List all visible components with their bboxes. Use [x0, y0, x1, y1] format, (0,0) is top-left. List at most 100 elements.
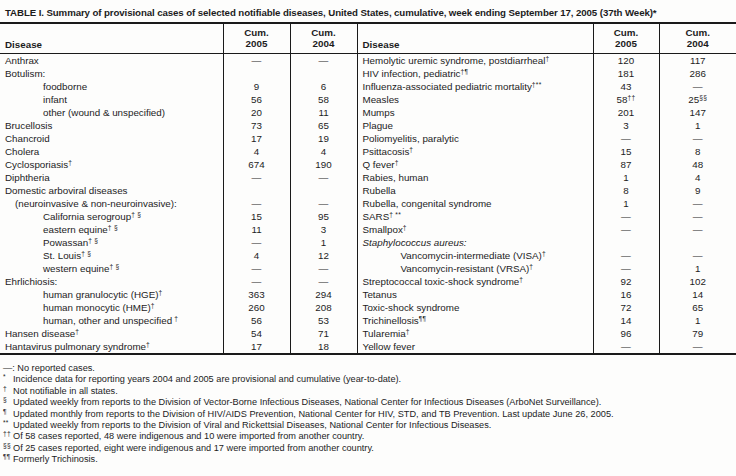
- cum-2005-value: —: [223, 262, 290, 275]
- disease-name-cell: Poliomyelitis, paralytic: [357, 132, 593, 145]
- cum-2005-value: 92: [593, 275, 659, 288]
- cum-2004-value: 1: [659, 119, 736, 132]
- cum-2004-value: —: [659, 223, 736, 236]
- cum-2005-value: 14: [593, 314, 659, 327]
- cum-2005-value: 43: [593, 80, 659, 93]
- cum-2004-value: 4: [290, 145, 357, 158]
- cum-2004-value: 8: [659, 145, 736, 158]
- cum-2005-value: 8: [593, 184, 659, 197]
- cum-2005-value: 120: [593, 54, 659, 68]
- cum-2005-value: 1: [593, 197, 659, 210]
- cum-2005-value: —: [593, 132, 659, 145]
- disease-name-cell: HIV infection, pediatric†¶: [357, 67, 593, 80]
- disease-name-cell: Trichinellosis¶¶: [357, 314, 593, 327]
- cum-2005-value: 181: [593, 67, 659, 80]
- disease-name-cell: Toxic-shock syndrome: [357, 301, 593, 314]
- footnote-text: Of 25 cases reported, eight were indigen…: [13, 443, 374, 453]
- cum-2005-value: 260: [223, 301, 290, 314]
- cum-2005-value: 11: [223, 223, 290, 236]
- disease-name-cell: western equine† §: [0, 262, 223, 275]
- table-row: Ehrlichiosis:——Streptococcal toxic-shock…: [0, 275, 736, 288]
- cum-2005-value: 1: [593, 171, 659, 184]
- cum-2004-value: —: [659, 340, 736, 354]
- cum-2004-value: 25§§: [659, 93, 736, 106]
- cum-2004-value: —: [290, 275, 357, 288]
- footnote-text: Of 58 cases reported, 48 were indigenous…: [13, 431, 364, 441]
- disease-name-cell: Ehrlichiosis:: [0, 275, 223, 288]
- notifiable-diseases-table: Disease Cum. 2005 Cum. 2004 Disease Cum.…: [0, 22, 736, 355]
- footnote: *Incidence data for reporting years 2004…: [3, 374, 736, 385]
- cum-2005-value: 96: [593, 327, 659, 340]
- disease-name-cell: foodborne: [0, 80, 223, 93]
- disease-name-cell: Brucellosis: [0, 119, 223, 132]
- cum-2005-value: 201: [593, 106, 659, 119]
- footnote-text: Formerly Trichinosis.: [13, 454, 98, 464]
- table-row: Diphtheria——Rabies, human14: [0, 171, 736, 184]
- footnote: §Updated weekly from reports to the Divi…: [3, 397, 736, 408]
- document-page: TABLE I. Summary of provisional cases of…: [0, 0, 736, 466]
- column-header-cum-2004-left: Cum. 2004: [290, 23, 357, 54]
- cum-2004-value: 4: [659, 171, 736, 184]
- cum-2005-value: 17: [223, 132, 290, 145]
- disease-name-cell: California serogroup† §: [0, 210, 223, 223]
- disease-name-cell: Yellow fever: [357, 340, 593, 354]
- cum-2005-value: [593, 236, 659, 249]
- cum-label: Cum.: [224, 27, 290, 38]
- cum-2004-value: —: [659, 80, 736, 93]
- cum-2004-value: 190: [290, 158, 357, 171]
- cum-2005-value: 17: [223, 340, 290, 354]
- disease-name-cell: Vancomycin-resistant (VRSA)†: [357, 262, 593, 275]
- disease-name-cell: human granulocytic (HGE)†: [0, 288, 223, 301]
- table-row: Hantavirus pulmonary syndrome†1718Yellow…: [0, 340, 736, 354]
- cum-2005-value: 54: [223, 327, 290, 340]
- cum-2004-value: [659, 236, 736, 249]
- table-row: Domestic arboviral diseasesRubella89: [0, 184, 736, 197]
- cum-2005-value: 674: [223, 158, 290, 171]
- footnote: §§Of 25 cases reported, eight were indig…: [3, 443, 736, 454]
- cum-2004-value: 53: [290, 314, 357, 327]
- table-row: human monocytic (HME)†260208Toxic-shock …: [0, 301, 736, 314]
- cum-2004-value: 71: [290, 327, 357, 340]
- cum-2005-value: —: [223, 275, 290, 288]
- cum-2005-value: —: [593, 223, 659, 236]
- cum-2005-value: 16: [593, 288, 659, 301]
- cum-2004-value: —: [659, 210, 736, 223]
- cum-2004-value: —: [659, 197, 736, 210]
- year-label: 2005: [594, 38, 659, 49]
- cum-2004-value: 286: [659, 67, 736, 80]
- table-row: western equine† §——Vancomycin-resistant …: [0, 262, 736, 275]
- footnote-text: Incidence data for reporting years 2004 …: [13, 374, 401, 384]
- footnote-text: No reported cases.: [15, 363, 95, 373]
- disease-name-cell: human monocytic (HME)†: [0, 301, 223, 314]
- disease-name-cell: Hansen disease†: [0, 327, 223, 340]
- table-row: Chancroid1719Poliomyelitis, paralytic——: [0, 132, 736, 145]
- disease-name-cell: Diphtheria: [0, 171, 223, 184]
- cum-2004-value: 1: [659, 262, 736, 275]
- table-row: foodborne96Influenza-associated pediatri…: [0, 80, 736, 93]
- column-header-cum-2005-right: Cum. 2005: [593, 23, 659, 54]
- disease-name-cell: Vancomycin-intermediate (VISA)†: [357, 249, 593, 262]
- disease-name-cell: Streptococcal toxic-shock syndrome†: [357, 275, 593, 288]
- footnote: ††Of 58 cases reported, 48 were indigeno…: [3, 431, 736, 442]
- cum-2005-value: —: [223, 236, 290, 249]
- cum-2004-value: 1: [659, 314, 736, 327]
- disease-name-cell: Anthrax: [0, 54, 223, 68]
- table-row: Anthrax——Hemolytic uremic syndrome, post…: [0, 54, 736, 68]
- footnotes: —: No reported cases.*Incidence data for…: [0, 355, 736, 466]
- cum-2004-value: 95: [290, 210, 357, 223]
- cum-2005-value: 73: [223, 119, 290, 132]
- disease-name-cell: (neuroinvasive & non-neuroinvasive):: [0, 197, 223, 210]
- cum-2004-value: 208: [290, 301, 357, 314]
- disease-name-cell: Domestic arboviral diseases: [0, 184, 223, 197]
- cum-2005-value: —: [223, 171, 290, 184]
- cum-2005-value: 20: [223, 106, 290, 119]
- disease-name-cell: Powassan† §: [0, 236, 223, 249]
- year-label: 2005: [224, 38, 290, 49]
- cum-2005-value: [223, 67, 290, 80]
- disease-name-cell: Tetanus: [357, 288, 593, 301]
- disease-name-cell: St. Louis† §: [0, 249, 223, 262]
- disease-name-cell: Staphylococcus aureus:: [357, 236, 593, 249]
- cum-2005-value: 87: [593, 158, 659, 171]
- cum-2004-value: [290, 67, 357, 80]
- disease-name-cell: Hantavirus pulmonary syndrome†: [0, 340, 223, 354]
